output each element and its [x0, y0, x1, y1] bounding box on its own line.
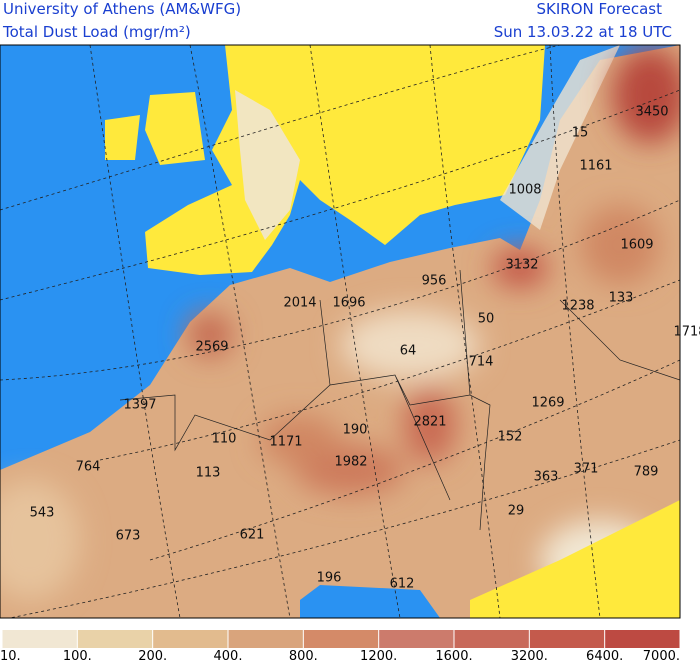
map-value-label: 1397: [123, 398, 156, 413]
colorbar-label: 3200.: [511, 649, 548, 662]
map-value-label: 1161: [579, 159, 612, 174]
map-value-label: 190: [343, 423, 368, 438]
map-value-label: 152: [498, 430, 523, 445]
map-value-label: 1718: [673, 325, 700, 340]
map-value-label: 789: [634, 465, 659, 480]
map-value-label: 1238: [561, 299, 594, 314]
header-date: Sun 13.03.22 at 18 UTC: [494, 23, 672, 41]
map-value-label: 2821: [413, 415, 446, 430]
header-model: SKIRON Forecast: [537, 0, 663, 18]
colorbar-label: 1600.: [435, 649, 472, 662]
colorbar-label: 100.: [63, 649, 92, 662]
map-value-label: 113: [196, 466, 221, 481]
colorbar-swatch: [454, 630, 530, 648]
colorbar-label: 6400.: [586, 649, 623, 662]
map-value-label: 714: [469, 355, 494, 370]
map-value-label: 133: [609, 291, 634, 306]
colorbar-label: 7000.: [643, 649, 680, 662]
map-value-label: 612: [390, 577, 415, 592]
map-value-label: 956: [422, 274, 447, 289]
colorbar-label: 400.: [214, 649, 243, 662]
colorbar-label: 200.: [138, 649, 167, 662]
map-value-label: 543: [30, 506, 55, 521]
map-value-label: 29: [508, 504, 525, 519]
map-value-label: 3132: [505, 258, 538, 273]
map-value-label: 64: [400, 344, 417, 359]
colorbar-swatch: [604, 630, 680, 648]
colorbar-label: 800.: [289, 649, 318, 662]
colorbar-label: 1200.: [360, 649, 397, 662]
map-value-label: 15: [572, 126, 589, 141]
map-value-label: 50: [478, 312, 495, 327]
colorbar-swatch: [378, 630, 454, 648]
map-value-label: 2014: [283, 296, 316, 311]
map-frame: [0, 44, 681, 619]
map-value-label: 2569: [195, 340, 228, 355]
map-value-label: 1008: [508, 183, 541, 198]
map-value-label: 1696: [332, 296, 365, 311]
colorbar-swatch: [303, 630, 379, 648]
map-value-label: 1982: [334, 455, 367, 470]
map-value-label: 1171: [269, 435, 302, 450]
colorbar-label: 10.: [0, 649, 21, 662]
map-value-label: 363: [534, 470, 559, 485]
map-value-label: 3450: [635, 105, 668, 120]
map-value-label: 1269: [531, 396, 564, 411]
colorbar-swatch: [228, 630, 304, 648]
map-value-label: 110: [212, 432, 237, 447]
colorbar-swatch: [2, 630, 78, 648]
map: [0, 45, 680, 618]
map-value-label: 673: [116, 529, 141, 544]
colorbar-swatch: [77, 630, 153, 648]
map-value-label: 1609: [620, 238, 653, 253]
colorbar-swatch: [152, 630, 228, 648]
map-value-label: 196: [317, 571, 342, 586]
map-value-label: 621: [240, 528, 265, 543]
header-subtitle: Total Dust Load (mgr/m²): [2, 23, 191, 41]
map-value-label: 764: [76, 460, 101, 475]
colorbar-swatch: [529, 630, 605, 648]
header-title: University of Athens (AM&WFG): [3, 0, 241, 18]
map-value-label: 371: [574, 462, 599, 477]
